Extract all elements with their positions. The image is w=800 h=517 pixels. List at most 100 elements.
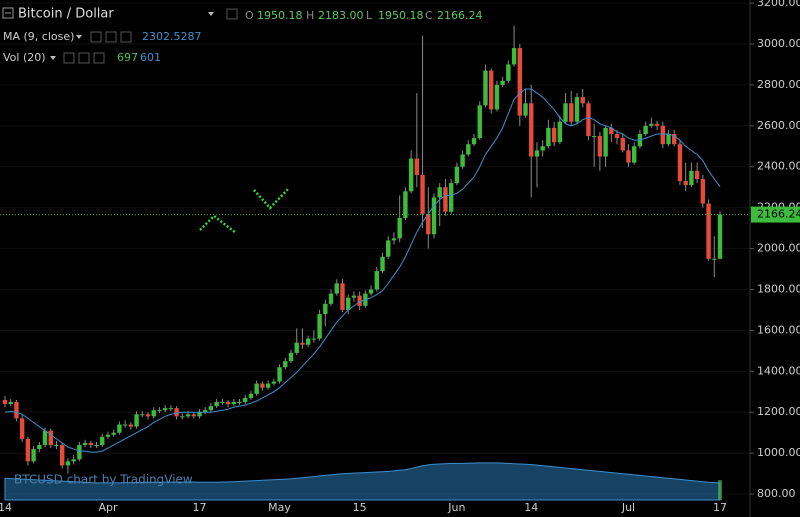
- candle-body: [460, 154, 465, 167]
- candle-body: [60, 444, 65, 466]
- x-tick-label: Apr: [98, 501, 118, 514]
- candle-body: [408, 158, 414, 192]
- candle-body: [660, 125, 665, 145]
- x-tick-label: 15: [353, 501, 367, 514]
- price-tag-label: 2166.24: [757, 208, 800, 221]
- ohlc-key: C: [425, 9, 433, 22]
- candle-body: [477, 105, 482, 139]
- candle-body: [540, 146, 545, 151]
- candle-body: [694, 170, 700, 180]
- icon[interactable]: [120, 31, 132, 43]
- candle-body: [448, 183, 454, 212]
- candle-body: [168, 408, 174, 410]
- candle-body: [208, 406, 214, 411]
- candle-body: [105, 434, 111, 437]
- dropdown[interactable]: [76, 35, 82, 39]
- candle-body: [494, 84, 500, 110]
- y-tick-label: 1600.00: [757, 323, 800, 336]
- candle-body: [111, 432, 116, 435]
- candle-body: [311, 338, 317, 340]
- candle-body: [283, 361, 288, 368]
- x-tick-label: Jul: [621, 501, 635, 514]
- ohlc-key: H: [306, 9, 314, 22]
- dropdown[interactable]: [50, 56, 56, 60]
- candle-body: [37, 444, 42, 450]
- candle-body: [317, 314, 322, 339]
- x-tick-label: 17: [192, 501, 206, 514]
- y-tick-label: 1000.00: [757, 446, 800, 459]
- candle-body: [122, 424, 128, 426]
- plot: [0, 25, 750, 474]
- candle-body: [626, 150, 631, 163]
- candle-body: [237, 402, 242, 404]
- candle-body: [94, 444, 99, 446]
- candle-body: [323, 303, 328, 315]
- legend: Bitcoin / Dollar MA (9, close) 2302.5287…: [2, 7, 238, 64]
- icon[interactable]: [78, 52, 90, 64]
- candle-body: [689, 170, 694, 186]
- candle-body: [231, 402, 236, 405]
- candle-body: [305, 338, 311, 345]
- candle-body: [203, 410, 208, 413]
- candle-body: [71, 459, 76, 462]
- icon[interactable]: [2, 7, 14, 19]
- candle-body: [2, 399, 8, 405]
- ma-value: 2302.5287: [142, 30, 202, 43]
- candle-body: [511, 48, 517, 65]
- icon[interactable]: [90, 31, 102, 43]
- candle-body: [265, 383, 271, 388]
- x-tick-label: 14: [524, 501, 538, 514]
- candle-body: [500, 80, 505, 85]
- icon[interactable]: [226, 8, 238, 20]
- y-tick-label: 1400.00: [757, 364, 800, 377]
- candle-body: [140, 414, 145, 416]
- candle-body: [654, 123, 660, 126]
- candle-body: [649, 123, 654, 126]
- candle-body: [31, 449, 36, 462]
- candle-body: [157, 410, 162, 412]
- volume-bar: [718, 480, 722, 500]
- candle-body: [386, 240, 391, 257]
- candle-body: [357, 295, 362, 306]
- candle-body: [197, 412, 202, 417]
- candle-body: [672, 134, 677, 145]
- candle-body: [437, 187, 442, 198]
- icon[interactable]: [93, 52, 105, 64]
- watermark: BTCUSD chart by TradingView: [14, 473, 193, 487]
- candle-body: [614, 134, 620, 139]
- y-tick-label: 1200.00: [757, 405, 800, 418]
- candle-body: [277, 367, 282, 382]
- candle-body: [426, 213, 431, 235]
- candle-body: [185, 414, 191, 417]
- dropdown[interactable]: [208, 12, 214, 16]
- volume-pane: [4, 462, 722, 501]
- candle-body: [351, 295, 357, 298]
- candle-body: [300, 342, 305, 345]
- candle-body: [397, 217, 402, 239]
- candle-body: [454, 166, 460, 184]
- candle-body: [340, 283, 345, 310]
- candle-body: [632, 146, 637, 163]
- candle-body: [620, 138, 625, 151]
- candle-body: [25, 438, 31, 462]
- icon[interactable]: [63, 52, 75, 64]
- x-tick-label: Jun: [447, 501, 465, 514]
- candle-body: [248, 393, 254, 398]
- candle-body: [48, 430, 53, 445]
- price-tag: [751, 206, 800, 223]
- vol-ma-value: 601: [140, 51, 161, 64]
- symbol: Bitcoin / Dollar: [18, 7, 114, 22]
- candle-body: [191, 414, 196, 417]
- candle-body: [551, 127, 557, 143]
- candle-body: [609, 127, 614, 135]
- candle-body: [431, 197, 437, 235]
- y-tick-label: 1800.00: [757, 282, 800, 295]
- candle-body: [145, 414, 151, 417]
- y-tick-label: 2400.00: [757, 160, 800, 173]
- icon[interactable]: [105, 31, 117, 43]
- candle-body: [489, 70, 494, 110]
- candle-body: [420, 174, 425, 214]
- vol-value: 697: [117, 51, 138, 64]
